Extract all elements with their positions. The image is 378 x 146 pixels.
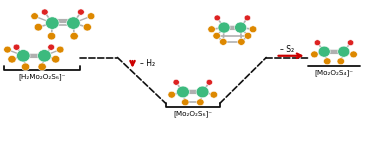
Circle shape	[31, 13, 38, 20]
Circle shape	[67, 17, 80, 29]
Circle shape	[218, 22, 230, 33]
Circle shape	[235, 22, 246, 33]
Text: – S₂: – S₂	[280, 45, 294, 54]
Circle shape	[213, 32, 220, 39]
Text: – H₂: – H₂	[140, 59, 155, 68]
Circle shape	[214, 15, 220, 21]
Circle shape	[13, 44, 20, 50]
Text: [Mo₂O₂S₄]⁻: [Mo₂O₂S₄]⁻	[314, 69, 353, 76]
Circle shape	[83, 23, 91, 31]
Circle shape	[338, 46, 350, 57]
Circle shape	[249, 26, 257, 33]
Circle shape	[168, 91, 175, 98]
Circle shape	[34, 23, 42, 31]
Circle shape	[347, 40, 354, 46]
Circle shape	[51, 55, 60, 63]
Circle shape	[173, 79, 180, 85]
Circle shape	[220, 38, 227, 45]
Circle shape	[244, 15, 251, 21]
Circle shape	[181, 99, 189, 106]
Circle shape	[41, 9, 48, 15]
Circle shape	[48, 44, 54, 50]
Circle shape	[244, 32, 252, 39]
Circle shape	[17, 50, 30, 62]
Circle shape	[45, 17, 59, 29]
Circle shape	[87, 13, 95, 20]
Circle shape	[177, 86, 189, 98]
Circle shape	[22, 63, 30, 71]
Circle shape	[208, 26, 215, 33]
Circle shape	[4, 46, 11, 53]
Circle shape	[56, 46, 64, 53]
Circle shape	[8, 55, 16, 63]
Circle shape	[206, 79, 212, 85]
Circle shape	[337, 58, 344, 65]
Circle shape	[318, 46, 330, 57]
Circle shape	[350, 51, 357, 58]
Circle shape	[38, 63, 46, 71]
Circle shape	[197, 99, 204, 106]
Circle shape	[324, 58, 331, 65]
Circle shape	[77, 9, 84, 15]
Circle shape	[47, 32, 56, 40]
Circle shape	[238, 38, 245, 45]
Circle shape	[210, 91, 218, 98]
Circle shape	[314, 40, 321, 46]
Circle shape	[196, 86, 209, 98]
Text: [H₂Mo₂O₂S₆]⁻: [H₂Mo₂O₂S₆]⁻	[19, 73, 66, 80]
Circle shape	[311, 51, 318, 58]
Text: [Mo₂O₂S₆]⁻: [Mo₂O₂S₆]⁻	[173, 110, 212, 117]
Circle shape	[37, 50, 51, 62]
Circle shape	[70, 32, 78, 40]
